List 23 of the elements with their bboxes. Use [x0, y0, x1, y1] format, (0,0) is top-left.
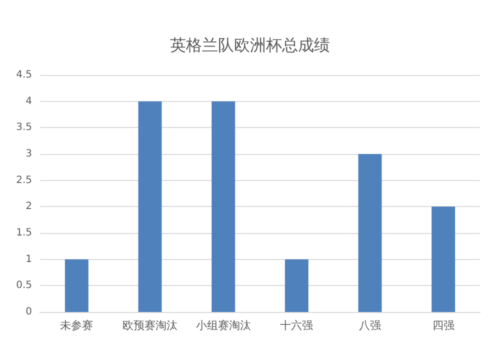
bar: [212, 101, 236, 312]
chart-title: 英格兰队欧洲杯总成绩: [170, 36, 330, 54]
y-tick-label: 0: [26, 306, 32, 318]
x-tick-label: 欧预赛淘汰: [122, 319, 178, 332]
y-tick-label: 2.5: [16, 174, 32, 186]
y-tick-label: 4: [26, 96, 32, 107]
bar: [284, 259, 308, 312]
y-tick-label: 1.5: [16, 228, 32, 238]
x-tick-label: 十六强: [280, 319, 314, 332]
bar: [138, 101, 162, 312]
x-tick-label: 未参赛: [60, 319, 94, 332]
y-tick-label: 2: [26, 201, 32, 212]
y-tick-label: 0.5: [16, 280, 32, 292]
y-tick-label: 3.5: [16, 122, 32, 134]
x-tick-label: 小组赛淘汰: [196, 319, 251, 332]
x-tick-label: 四强: [432, 319, 454, 332]
y-tick-label: 1: [26, 254, 32, 265]
bar: [432, 206, 456, 312]
bar: [64, 259, 88, 312]
y-tick-label: 3: [26, 148, 32, 160]
y-tick-label: 4.5: [16, 70, 32, 80]
bar: [358, 154, 382, 312]
x-tick-label: 八强: [359, 319, 381, 332]
